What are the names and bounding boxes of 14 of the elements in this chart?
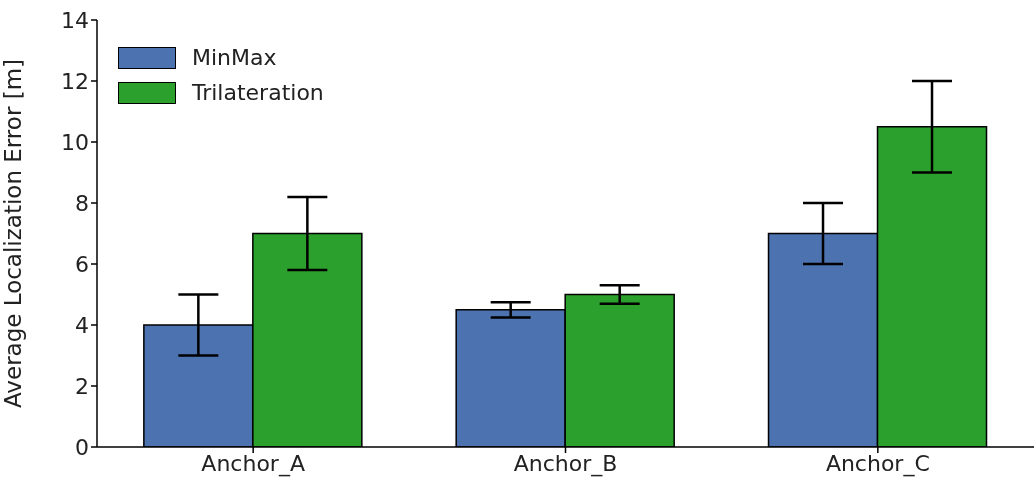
x-tick-label: Anchor_C <box>825 450 930 477</box>
x-tick-label: Anchor_A <box>201 450 305 477</box>
x-tick-label: Anchor_B <box>513 450 618 477</box>
y-tick-label: 4 <box>75 312 89 338</box>
y-tick-label: 12 <box>61 68 89 94</box>
y-tick-label: 10 <box>61 129 89 155</box>
y-tick-label: 8 <box>75 190 89 216</box>
y-axis-title: Average Localization Error [m] <box>0 58 27 409</box>
y-tick-label: 14 <box>61 7 89 33</box>
legend-label: MinMax <box>192 45 277 70</box>
y-tick-label: 0 <box>75 434 89 460</box>
legend-label: Trilateration <box>192 80 324 105</box>
y-tick-label: 2 <box>75 373 89 399</box>
y-tick-label: 6 <box>75 251 89 277</box>
